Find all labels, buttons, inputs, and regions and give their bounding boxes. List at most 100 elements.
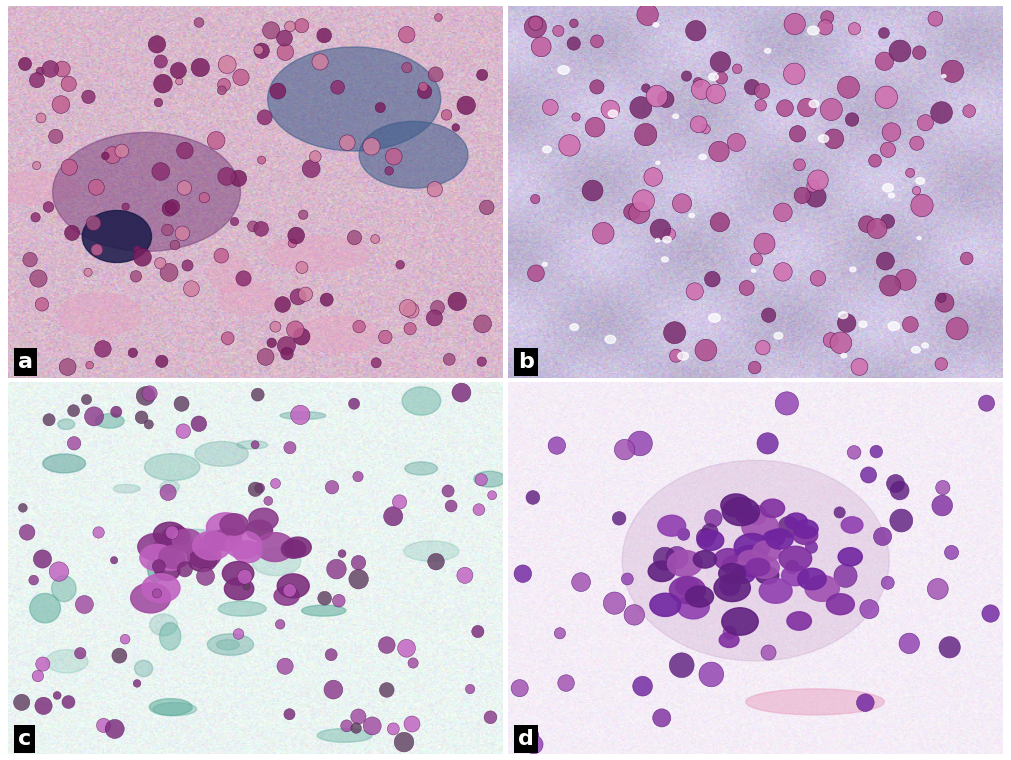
Point <box>708 87 724 100</box>
Circle shape <box>688 214 695 217</box>
Circle shape <box>722 556 749 575</box>
Point <box>759 437 775 449</box>
Circle shape <box>714 575 750 602</box>
Point <box>372 102 388 114</box>
Point <box>377 331 393 343</box>
Point <box>804 541 820 553</box>
Point <box>624 206 640 218</box>
Ellipse shape <box>42 454 86 473</box>
Point <box>909 137 925 149</box>
Ellipse shape <box>218 601 266 616</box>
Ellipse shape <box>29 594 61 623</box>
Point <box>72 648 88 660</box>
Point <box>702 526 718 538</box>
Point <box>267 321 283 333</box>
Point <box>698 123 714 135</box>
Point <box>528 268 544 280</box>
Circle shape <box>172 529 202 551</box>
Point <box>944 65 960 78</box>
Point <box>348 722 364 734</box>
Point <box>91 527 107 539</box>
Circle shape <box>220 514 249 535</box>
Circle shape <box>805 575 839 601</box>
Circle shape <box>281 540 305 559</box>
Point <box>658 93 674 106</box>
Point <box>254 45 270 57</box>
Point <box>440 485 456 497</box>
Point <box>417 86 433 98</box>
Point <box>785 561 801 573</box>
Point <box>363 141 379 153</box>
Circle shape <box>753 541 780 562</box>
Point <box>635 195 651 207</box>
Point <box>756 238 772 250</box>
Circle shape <box>722 498 759 526</box>
Ellipse shape <box>474 471 506 487</box>
Circle shape <box>154 537 182 558</box>
Point <box>686 285 703 297</box>
Circle shape <box>826 594 854 615</box>
Point <box>603 103 619 116</box>
Point <box>13 696 29 708</box>
Point <box>174 227 190 239</box>
Point <box>902 166 918 179</box>
Circle shape <box>850 267 856 272</box>
Point <box>892 45 908 57</box>
Point <box>587 121 604 133</box>
Circle shape <box>763 530 785 546</box>
Circle shape <box>156 548 185 571</box>
Point <box>526 739 542 751</box>
Point <box>640 8 656 21</box>
Point <box>712 216 728 228</box>
Point <box>878 255 894 268</box>
Point <box>826 133 842 145</box>
Point <box>175 425 191 437</box>
Point <box>237 571 253 583</box>
Point <box>711 145 727 157</box>
Ellipse shape <box>267 236 369 271</box>
Ellipse shape <box>403 541 459 562</box>
Point <box>248 483 264 496</box>
Point <box>89 244 105 256</box>
Point <box>611 512 627 524</box>
Circle shape <box>685 586 714 607</box>
Circle shape <box>656 161 660 164</box>
Circle shape <box>798 568 826 590</box>
Point <box>42 63 59 75</box>
Point <box>276 32 292 44</box>
Point <box>129 243 146 255</box>
Point <box>106 723 122 735</box>
Circle shape <box>677 595 710 619</box>
Point <box>914 199 930 211</box>
Point <box>880 577 896 589</box>
Point <box>66 404 82 416</box>
Point <box>364 720 380 732</box>
Point <box>552 627 568 639</box>
Circle shape <box>222 562 254 585</box>
Point <box>392 258 408 271</box>
Point <box>810 174 826 186</box>
Ellipse shape <box>150 698 192 715</box>
Circle shape <box>888 321 900 331</box>
Ellipse shape <box>160 480 180 493</box>
Point <box>111 650 127 662</box>
Point <box>316 592 333 604</box>
Point <box>183 283 199 295</box>
Point <box>704 668 720 680</box>
Point <box>633 102 649 114</box>
Point <box>292 409 308 421</box>
Circle shape <box>622 461 890 661</box>
Point <box>453 387 469 399</box>
Point <box>744 81 760 93</box>
Ellipse shape <box>0 173 81 204</box>
Point <box>386 150 402 163</box>
Point <box>949 322 966 334</box>
Point <box>427 312 443 324</box>
Ellipse shape <box>153 702 196 716</box>
Point <box>868 445 885 458</box>
Point <box>861 603 878 616</box>
Point <box>82 359 98 371</box>
Circle shape <box>673 114 678 119</box>
Point <box>213 250 229 262</box>
Point <box>876 27 892 39</box>
